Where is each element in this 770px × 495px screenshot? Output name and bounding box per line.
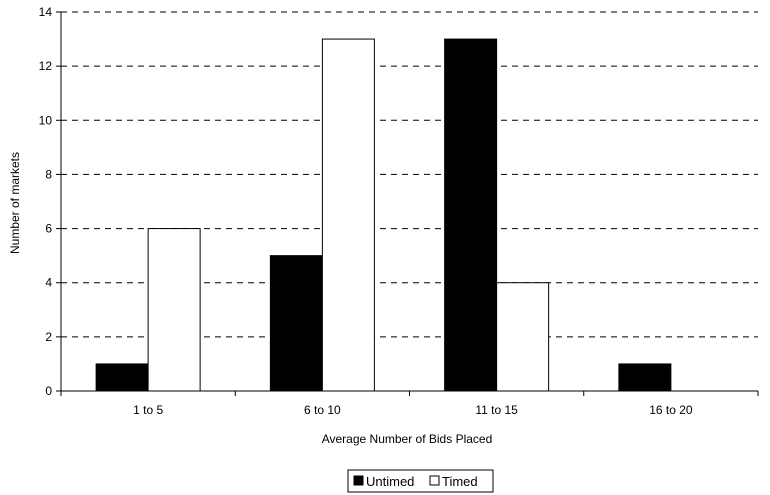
y-axis-title: Number of markets	[8, 152, 22, 254]
x-tick-label: 16 to 20	[649, 403, 693, 417]
y-tick-label: 6	[45, 222, 52, 236]
bar-untimed-2	[269, 255, 323, 392]
x-ticks: 1 to 5 6 to 10 11 to 15 16 to 20	[60, 391, 759, 417]
legend-swatch-timed	[429, 475, 440, 486]
legend-frame	[347, 469, 494, 493]
y-ticks: 0 2 4 6 8 10 12 14	[39, 5, 61, 398]
bar-untimed-3	[444, 38, 498, 392]
y-tick-label: 2	[45, 330, 52, 344]
y-tick-label: 10	[39, 113, 53, 127]
legend-label-untimed: Untimed	[366, 474, 414, 489]
y-tick-label: 14	[39, 5, 53, 19]
y-tick-label: 4	[45, 276, 52, 290]
legend-swatch-untimed	[353, 475, 364, 486]
legend-label-timed: Timed	[442, 474, 478, 489]
legend: Untimed Timed	[347, 469, 494, 493]
x-tick-label: 11 to 15	[475, 403, 518, 417]
bar-timed-1	[147, 228, 201, 392]
x-axis-title: Average Number of Bids Placed	[322, 432, 493, 446]
bar-untimed-1	[95, 363, 149, 392]
bars	[95, 38, 672, 392]
bar-timed-3	[496, 282, 550, 392]
y-tick-label: 0	[45, 384, 52, 398]
x-tick-label: 6 to 10	[304, 403, 341, 417]
y-tick-label: 8	[45, 167, 52, 181]
x-tick-label: 1 to 5	[133, 403, 163, 417]
bar-untimed-4	[618, 363, 672, 392]
y-tick-label: 12	[39, 59, 53, 73]
bar-timed-2	[321, 38, 375, 392]
